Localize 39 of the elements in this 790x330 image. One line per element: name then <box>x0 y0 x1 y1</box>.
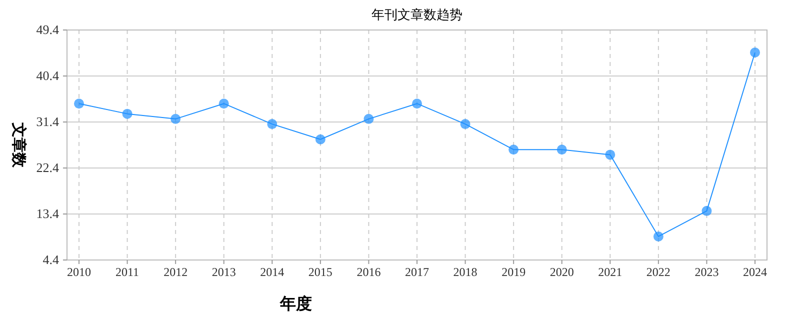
x-axis-title: 年度 <box>279 294 312 313</box>
x-tick-label: 2021 <box>598 265 622 279</box>
x-tick-label: 2024 <box>743 265 767 279</box>
point <box>267 119 278 130</box>
x-tick-label: 2010 <box>67 265 91 279</box>
x-tick-label: 2016 <box>356 265 381 279</box>
point <box>750 47 760 58</box>
point <box>122 108 132 119</box>
x-tick-label: 2020 <box>550 265 574 279</box>
x-tick-label: 2011 <box>116 265 140 279</box>
point <box>702 206 712 216</box>
y-axis-title: 文章数 <box>10 122 28 168</box>
point <box>218 98 229 109</box>
x-tick-label: 2019 <box>502 265 526 279</box>
y-tick-label: 13.4 <box>36 206 60 221</box>
point <box>508 144 519 155</box>
x-tick-label: 2023 <box>694 265 719 279</box>
point <box>412 98 422 109</box>
y-tick-label: 22.4 <box>36 160 60 175</box>
y-tick-label: 31.4 <box>36 114 60 129</box>
point <box>460 119 470 130</box>
x-tick-label: 2022 <box>646 265 670 279</box>
point <box>364 114 374 124</box>
y-tick-label: 49.4 <box>36 22 60 37</box>
y-tick-label: 4.4 <box>42 252 60 267</box>
y-tick-label: 40.4 <box>36 68 60 83</box>
point <box>653 231 664 242</box>
point <box>74 98 84 109</box>
x-tick-label: 2015 <box>308 265 332 279</box>
x-tick-label: 2013 <box>212 265 236 279</box>
x-tick-label: 2014 <box>260 265 284 279</box>
point <box>315 134 326 144</box>
point <box>556 144 567 155</box>
point <box>170 114 181 124</box>
point <box>605 150 616 160</box>
x-tick-label: 2018 <box>453 265 478 279</box>
chart-title: 年刊文章数趋势 <box>372 7 462 22</box>
x-tick-label: 2012 <box>164 265 188 279</box>
x-tick-label: 2017 <box>405 265 429 279</box>
